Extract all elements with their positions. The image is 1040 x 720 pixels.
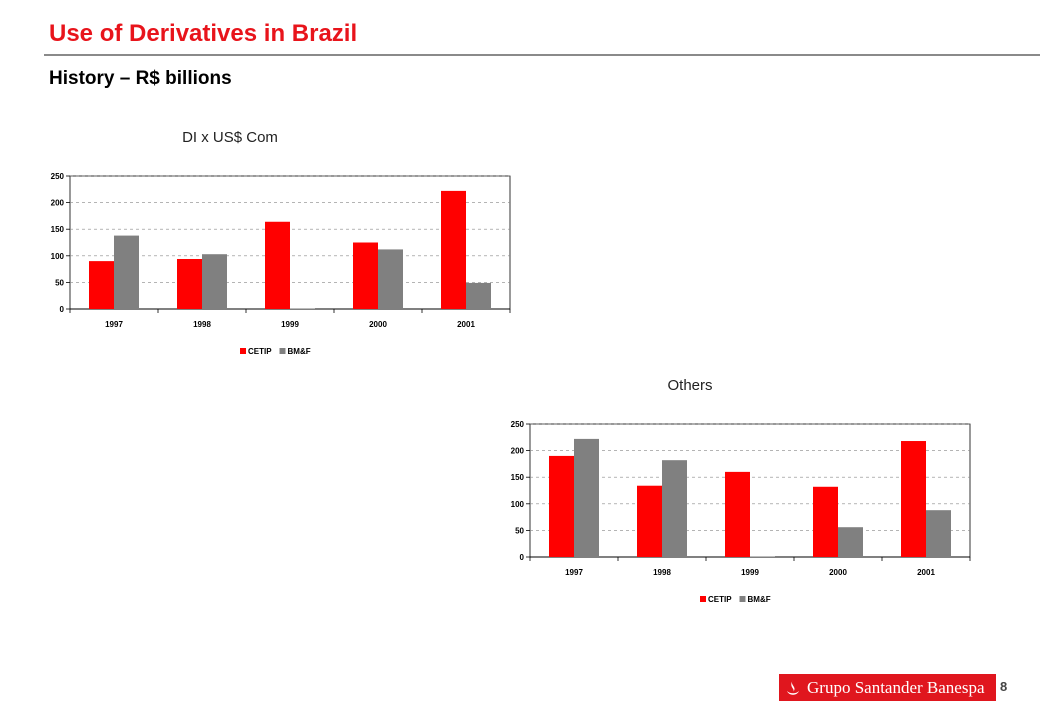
bar-cetip-2000 [813,486,838,557]
bar-cetip-1999 [725,471,750,557]
bar-bmf-1999 [290,308,315,309]
bar-bmf-2000 [838,527,863,557]
x-tick-label: 1997 [565,568,583,577]
x-tick-label: 2001 [457,320,475,329]
legend-label: CETIP [248,347,272,356]
bar-cetip-1997 [89,261,114,309]
legend-swatch [240,348,246,354]
y-tick-label: 100 [511,500,525,509]
bar-cetip-1998 [637,485,662,557]
slide-subtitle: History – R$ billions [49,68,232,89]
x-tick-label: 1997 [105,320,123,329]
y-tick-label: 250 [51,172,65,181]
bar-bmf-2000 [378,249,403,309]
x-tick-label: 1998 [193,320,211,329]
bar-bmf-2001 [926,510,951,557]
x-tick-label: 2000 [829,568,847,577]
bar-cetip-1999 [265,221,290,309]
bar-bmf-1997 [114,235,139,309]
y-tick-label: 100 [51,252,65,261]
chart-others: Others 0 50 100 150 200 250 1997 1998 1999 2000 200… [490,368,990,618]
legend-swatch [279,348,286,354]
y-tick-label: 50 [55,278,64,287]
bar-cetip-2001 [901,441,926,557]
santander-logo: Grupo Santander Banespa [779,674,996,701]
y-tick-label: 200 [51,199,65,208]
bar-bmf-1998 [662,460,687,557]
bar-cetip-2001 [441,190,466,309]
chart-title: Others [667,377,712,394]
y-tick-label: 0 [520,553,525,562]
legend-label: BM&F [288,347,311,356]
chart-di-us-com-svg: DI x US$ Com 0 50 100 150 200 250 1997 1998 1999 2… [51,129,511,356]
x-tick-label: 1998 [653,568,671,577]
legend-swatch [739,596,746,602]
legend-swatch [700,596,706,602]
slide-title: Use of Derivatives in Brazil [49,20,358,47]
chart-title: DI x US$ Com [182,129,278,146]
y-tick-label: 150 [511,473,525,482]
x-tick-label: 1999 [281,320,299,329]
legend-label: CETIP [708,595,732,604]
chart-others-svg: Others 0 50 100 150 200 250 1997 1998 1999 2000 200… [511,377,971,604]
legend-label: BM&F [748,595,771,604]
bar-bmf-2001 [466,282,491,309]
y-tick-label: 150 [51,225,65,234]
page-number: 8 [1000,679,1008,694]
x-tick-label: 1999 [741,568,759,577]
bar-bmf-1999 [750,556,775,557]
flame-icon [779,674,807,701]
bar-bmf-1997 [574,438,599,557]
logo-text: Grupo Santander Banespa [807,677,985,697]
chart-di-us-com: DI x US$ Com 0 50 100 150 200 250 1997 1998 1999 2… [30,120,530,370]
y-tick-label: 0 [60,305,65,314]
bar-cetip-2000 [353,242,378,309]
title-divider [44,54,1040,56]
y-tick-label: 200 [511,447,525,456]
x-tick-label: 2001 [917,568,935,577]
y-tick-label: 250 [511,420,525,429]
bar-cetip-1997 [549,455,574,557]
bar-bmf-1998 [202,254,227,309]
bar-cetip-1998 [177,258,202,309]
y-tick-label: 50 [515,526,524,535]
x-tick-label: 2000 [369,320,387,329]
